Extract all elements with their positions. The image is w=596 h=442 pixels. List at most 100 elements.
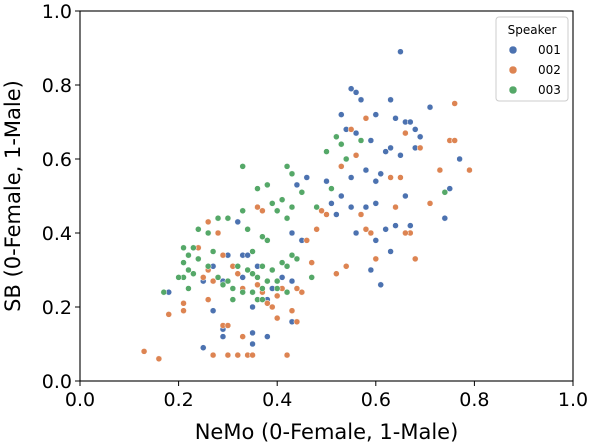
y-tick-label: 0.0 <box>42 371 72 393</box>
data-point-003 <box>224 214 232 222</box>
data-point-001 <box>372 111 380 118</box>
legend-label-002: 002 <box>538 63 561 77</box>
data-point-002 <box>209 277 217 285</box>
data-point-003 <box>264 277 271 285</box>
legend-marker-002 <box>508 65 518 75</box>
data-point-003 <box>288 251 296 259</box>
data-point-002 <box>342 263 350 270</box>
data-point-001 <box>293 181 301 189</box>
data-point-001 <box>244 251 251 259</box>
data-point-003 <box>249 288 256 296</box>
data-point-002 <box>273 314 281 322</box>
data-point-001 <box>264 333 271 340</box>
data-point-003 <box>214 274 222 281</box>
data-point-003 <box>244 266 251 274</box>
y-tick-label: 0.2 <box>42 297 72 319</box>
series-002 <box>140 100 473 363</box>
data-point-003 <box>259 296 266 303</box>
data-point-003 <box>185 285 192 292</box>
data-point-002 <box>249 351 256 359</box>
data-point-002 <box>234 351 242 359</box>
data-point-002 <box>239 333 246 340</box>
data-point-002 <box>209 351 217 359</box>
y-tick-label: 0.8 <box>42 75 72 97</box>
data-point-002 <box>362 226 370 233</box>
legend-box <box>495 16 569 102</box>
data-point-002 <box>293 285 301 292</box>
data-point-003 <box>259 233 266 240</box>
data-point-001 <box>288 229 296 237</box>
data-point-003 <box>175 274 182 281</box>
data-point-002 <box>204 218 212 226</box>
data-point-001 <box>278 274 286 281</box>
data-point-003 <box>249 248 256 255</box>
data-point-001 <box>288 277 296 285</box>
data-point-001 <box>392 115 399 122</box>
data-point-002 <box>318 207 325 215</box>
data-point-003 <box>264 237 271 244</box>
data-point-003 <box>441 189 449 196</box>
data-point-003 <box>234 263 242 270</box>
data-point-003 <box>259 285 266 292</box>
data-point-002 <box>323 211 330 218</box>
data-point-003 <box>204 229 212 237</box>
data-point-001 <box>377 281 384 289</box>
legend-title: Speaker <box>508 23 557 37</box>
data-point-002 <box>451 137 458 144</box>
legend-label-001: 001 <box>538 43 561 57</box>
data-point-002 <box>411 255 419 263</box>
data-point-003 <box>190 270 197 277</box>
data-point-003 <box>357 137 365 144</box>
data-point-001 <box>200 344 207 351</box>
data-point-002 <box>140 348 148 355</box>
data-point-003 <box>293 255 301 263</box>
data-point-002 <box>387 174 394 181</box>
data-point-003 <box>239 163 246 170</box>
data-point-003 <box>288 170 296 178</box>
data-point-003 <box>264 181 271 189</box>
data-point-001 <box>402 192 409 200</box>
data-point-001 <box>456 155 463 163</box>
data-point-003 <box>195 226 202 233</box>
data-point-002 <box>269 303 276 311</box>
data-point-001 <box>407 222 414 229</box>
data-point-002 <box>200 274 207 281</box>
data-point-002 <box>283 351 291 359</box>
data-point-001 <box>328 200 335 207</box>
data-point-003 <box>338 140 345 148</box>
data-point-003 <box>313 203 320 211</box>
data-point-002 <box>426 200 434 207</box>
data-point-003 <box>288 203 296 211</box>
data-point-002 <box>357 211 365 218</box>
data-point-003 <box>333 133 340 141</box>
data-point-003 <box>185 251 192 259</box>
data-point-001 <box>411 126 419 133</box>
x-tick-label: 0.0 <box>65 389 95 411</box>
data-point-001 <box>362 203 370 211</box>
data-point-002 <box>165 311 172 318</box>
data-point-001 <box>372 237 380 244</box>
data-point-003 <box>269 266 276 274</box>
data-point-002 <box>347 126 355 133</box>
data-point-003 <box>239 288 246 296</box>
data-point-001 <box>441 214 449 222</box>
data-point-001 <box>347 85 355 92</box>
data-point-003 <box>190 244 197 252</box>
data-point-002 <box>254 203 261 211</box>
data-point-002 <box>416 144 424 152</box>
data-point-001 <box>382 226 389 233</box>
data-point-002 <box>338 163 345 170</box>
data-point-001 <box>377 170 384 178</box>
x-tick-label: 1.0 <box>558 389 588 411</box>
data-point-002 <box>224 351 232 359</box>
data-point-001 <box>347 174 355 181</box>
data-point-003 <box>249 270 256 277</box>
data-point-002 <box>293 318 301 326</box>
data-point-002 <box>155 355 163 363</box>
data-point-003 <box>278 196 286 203</box>
data-point-002 <box>180 300 187 307</box>
data-point-003 <box>283 214 291 222</box>
data-point-002 <box>308 259 315 266</box>
data-point-002 <box>303 237 311 244</box>
legend: Speaker 001 002 003 <box>495 16 569 102</box>
